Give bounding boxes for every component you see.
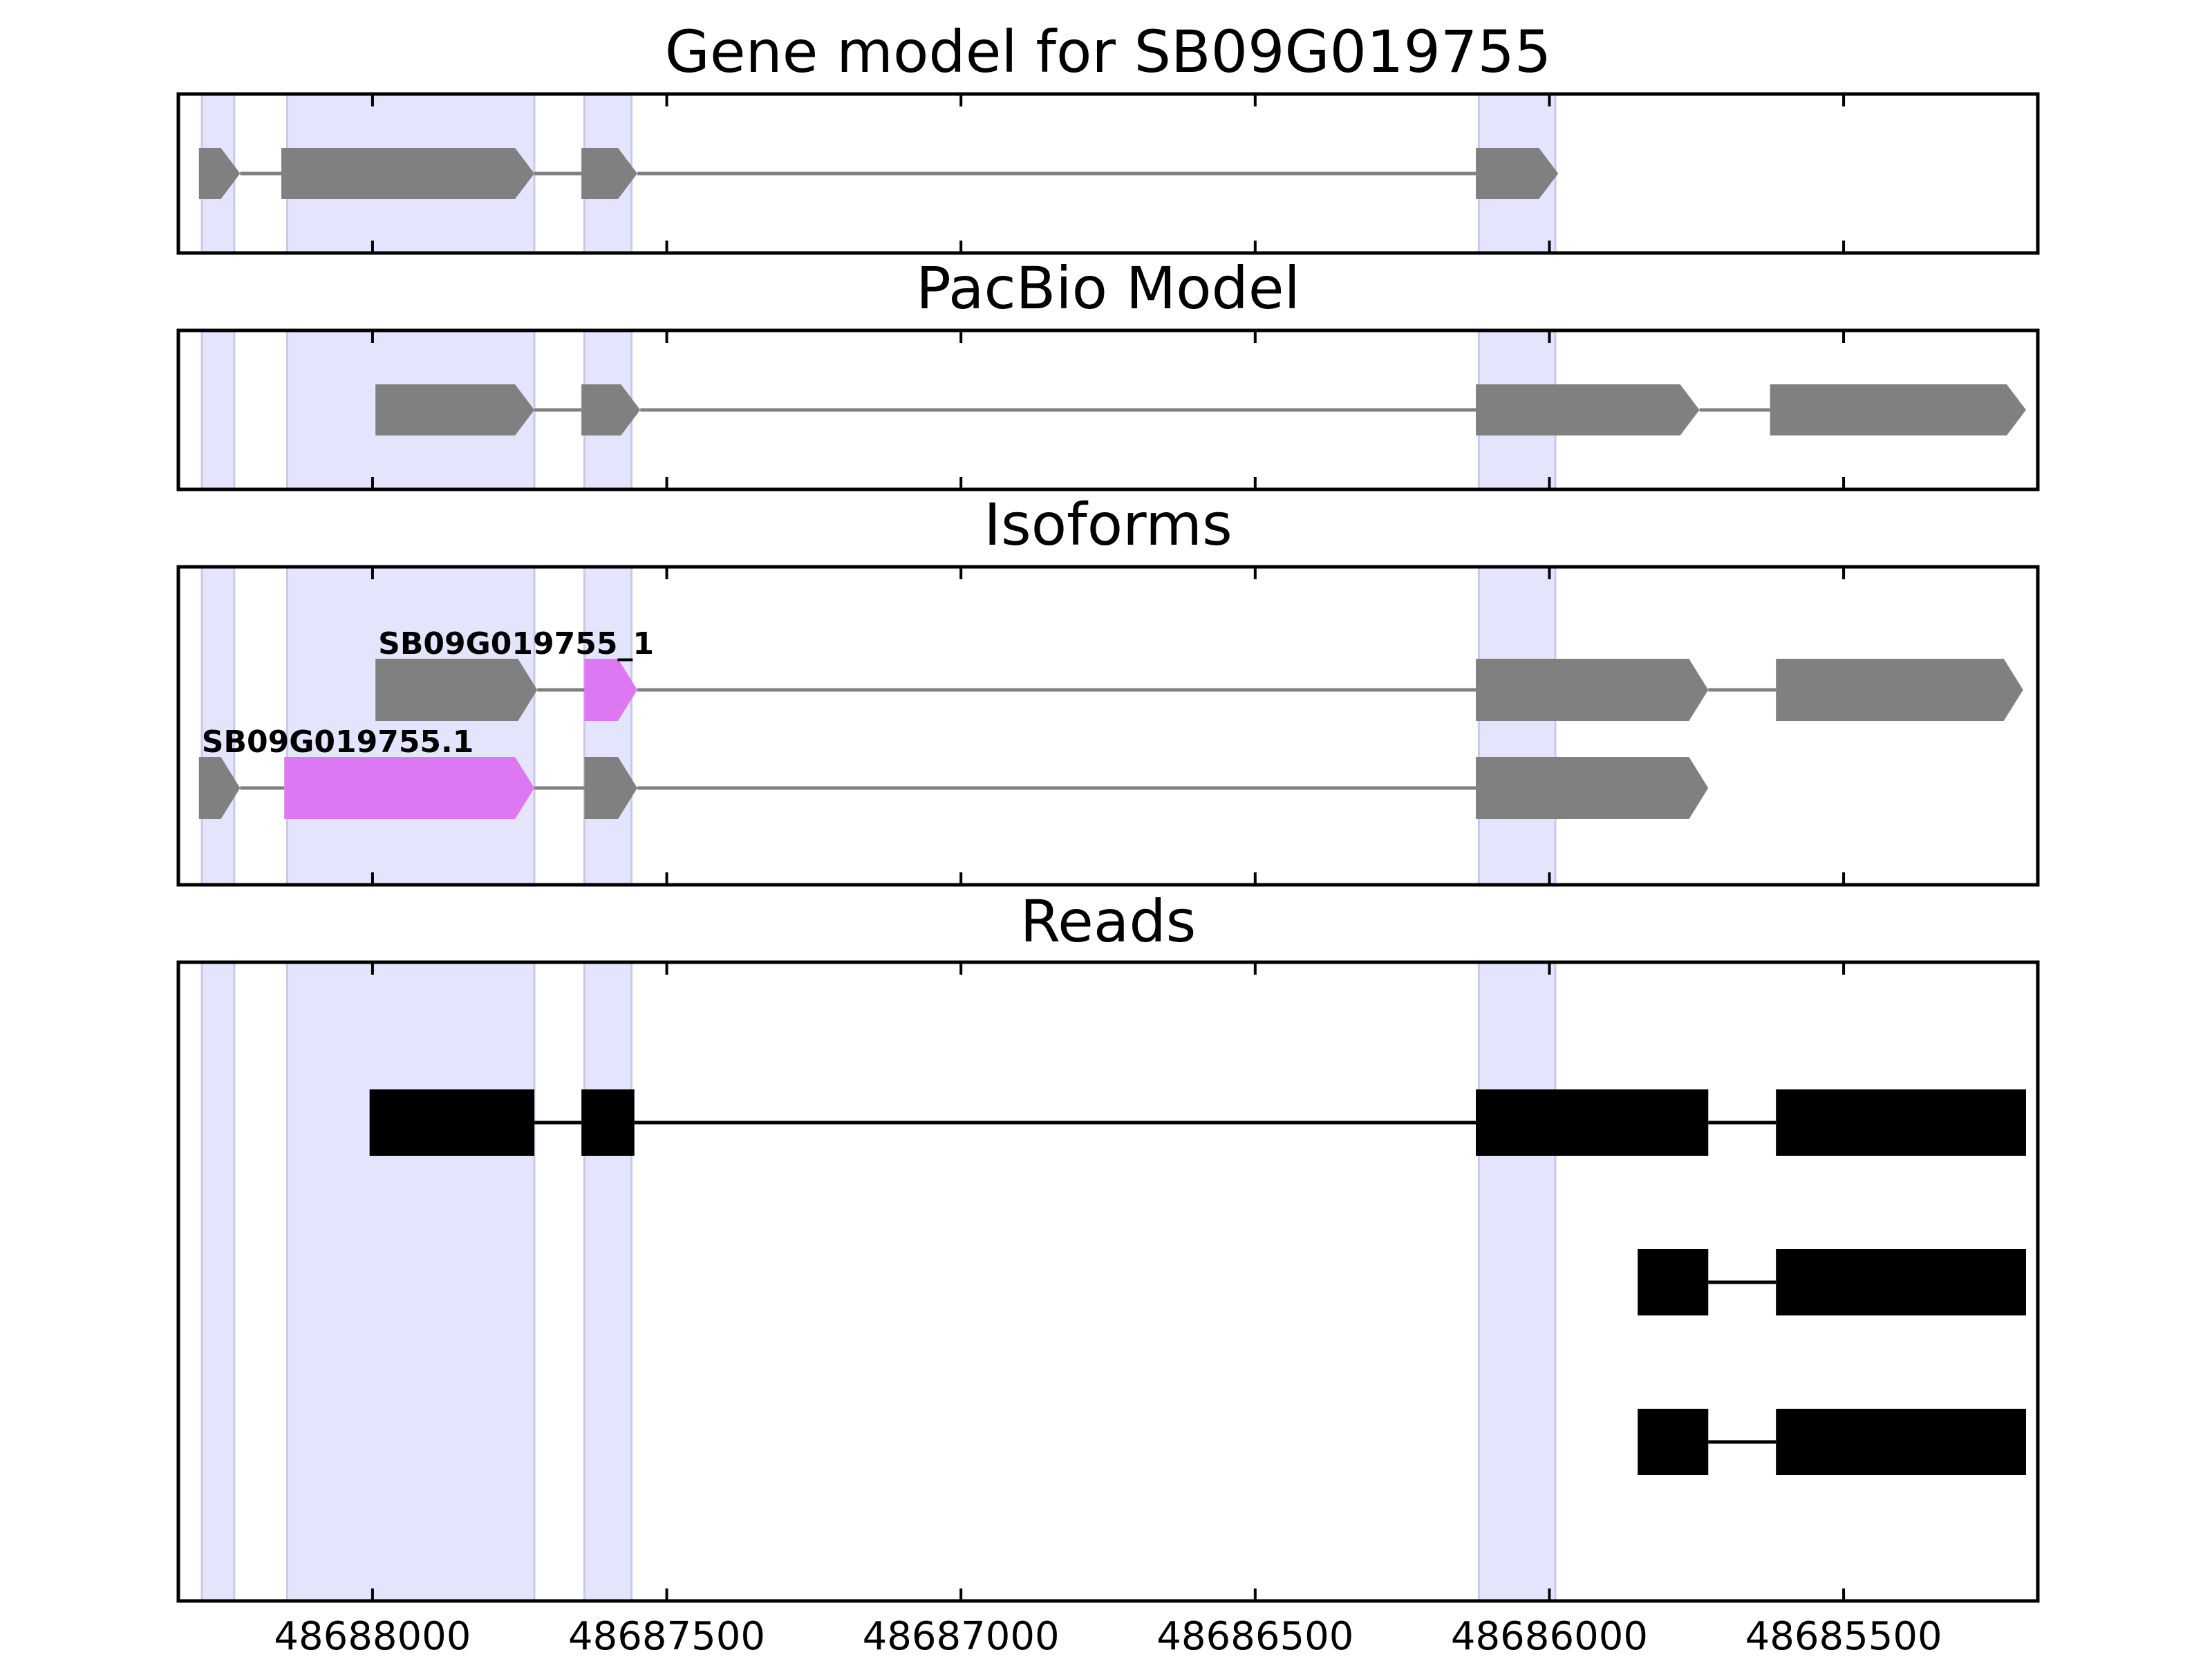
panel-title: Reads: [1020, 888, 1197, 955]
read-exon: [1476, 1089, 1709, 1156]
exon-arrow: [1770, 384, 2026, 435]
exon-arrow: [1476, 659, 1709, 721]
exon-arrow: [1476, 148, 1559, 199]
highlight-region: [1477, 961, 1557, 1602]
exon-arrow: [1776, 659, 2023, 721]
panel-0: Gene model for SB09G019755: [176, 18, 2040, 255]
exon-arrow: [581, 384, 641, 435]
isoform-label: SB09G019755.1: [202, 724, 474, 760]
panel-3: Reads: [176, 888, 2040, 1603]
read-exon: [369, 1089, 535, 1156]
x-tick-label: 48686500: [1156, 1614, 1353, 1659]
transcript-track: SB09G019755_1: [375, 626, 2023, 721]
panel-title: Isoforms: [984, 491, 1232, 559]
panel-frame: [176, 565, 2040, 887]
highlight-region: [200, 329, 236, 491]
highlight-region: [1477, 565, 1557, 886]
panel-frame: [176, 960, 2040, 1603]
read-exon: [1776, 1089, 2026, 1156]
x-tick-label: 48687500: [568, 1614, 765, 1659]
panel-1: PacBio Model: [176, 254, 2040, 491]
transcript-track: [198, 148, 1559, 199]
exon-arrow: [198, 757, 241, 819]
exon-arrow: [375, 659, 538, 721]
exon-arrow: [1476, 757, 1709, 819]
exon-arrow: [581, 148, 637, 199]
x-tick-label: 48686000: [1451, 1614, 1648, 1659]
transcript-track: SB09G019755.1: [198, 724, 1709, 819]
read-exon: [1776, 1409, 2026, 1475]
panel-frame: [176, 328, 2040, 491]
x-tick-label: 48688000: [274, 1614, 471, 1659]
read-track: [369, 1089, 2026, 1156]
exon-arrow: [198, 148, 241, 199]
x-tick-label: 48687000: [863, 1614, 1060, 1659]
read-track: [1638, 1249, 2026, 1315]
panel-title: PacBio Model: [916, 254, 1300, 322]
read-exon: [1638, 1249, 1709, 1315]
exon-arrow: [375, 384, 535, 435]
exon-arrow: [584, 757, 637, 819]
highlight-region: [285, 961, 536, 1602]
panel-title: Gene model for SB09G019755: [665, 18, 1551, 86]
isoform-label: SB09G019755_1: [378, 626, 654, 662]
transcript-track: [375, 384, 2026, 435]
read-exon: [581, 1089, 635, 1156]
highlight-region: [583, 961, 632, 1602]
exon-arrow: [1476, 384, 1700, 435]
highlight-region: [285, 565, 536, 886]
highlight-region: [200, 961, 236, 1602]
highlighted-exon: [584, 659, 637, 721]
highlight-region: [200, 565, 236, 886]
panel-2: SB09G019755_1 SB09G019755.1 Isoforms: [176, 491, 2040, 887]
read-exon: [1638, 1409, 1709, 1475]
read-exon: [1776, 1249, 2026, 1315]
read-track: [1638, 1409, 2026, 1475]
exon-arrow: [281, 148, 535, 199]
panel-frame: [176, 92, 2040, 255]
x-tick-label: 48685500: [1745, 1614, 1942, 1659]
highlighted-exon: [284, 757, 535, 819]
highlight-region: [583, 565, 632, 886]
